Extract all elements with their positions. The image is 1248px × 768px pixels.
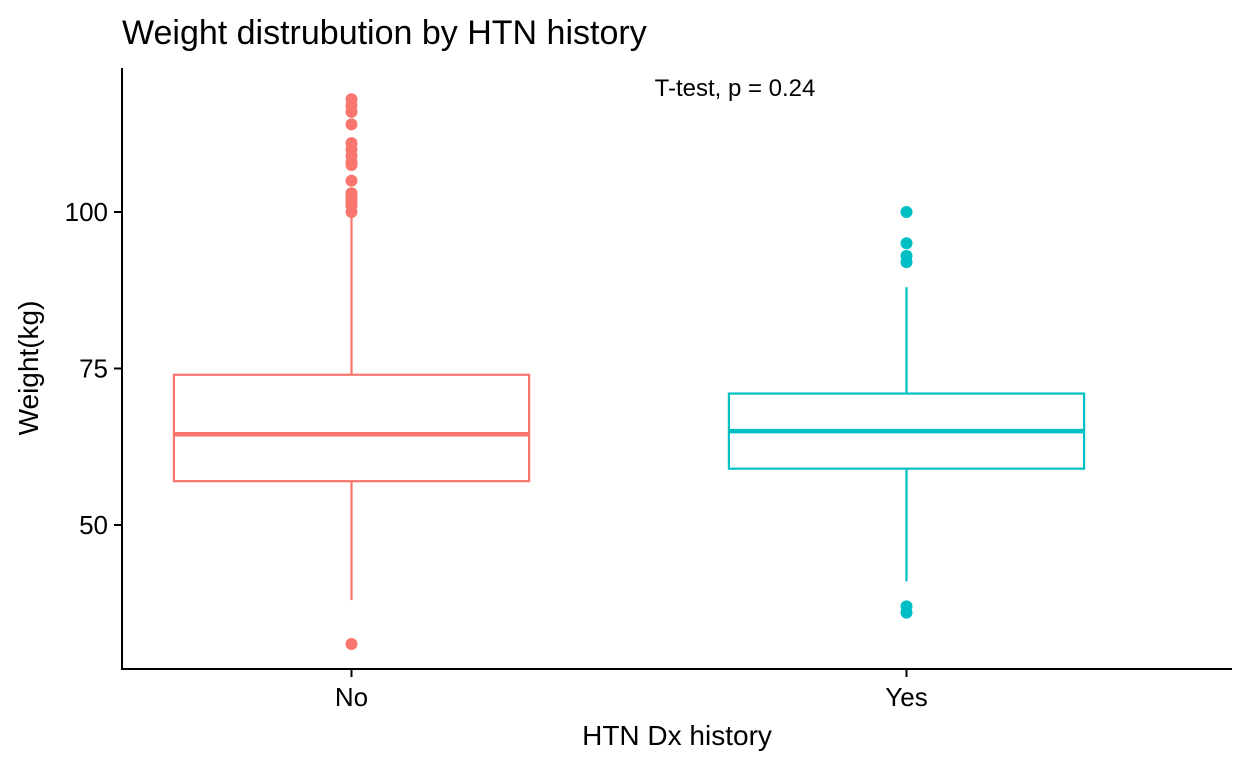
plot-area bbox=[172, 93, 1086, 650]
outlier-point bbox=[345, 93, 358, 106]
box-no bbox=[172, 93, 531, 650]
y-tick-label: 100 bbox=[65, 197, 108, 227]
x-ticks: No Yes bbox=[335, 669, 928, 712]
outlier-point bbox=[345, 137, 358, 150]
x-tick-label: Yes bbox=[885, 682, 927, 712]
outlier-point bbox=[345, 637, 358, 650]
box-yes bbox=[727, 205, 1086, 619]
y-tick-label: 50 bbox=[79, 510, 108, 540]
outlier-point bbox=[900, 600, 913, 613]
outlier-point bbox=[900, 249, 913, 262]
outlier-point bbox=[345, 118, 358, 131]
y-ticks: 50 75 100 bbox=[65, 197, 122, 540]
y-tick-label: 75 bbox=[79, 354, 108, 384]
x-axis-title: HTN Dx history bbox=[582, 720, 772, 751]
test-annotation: T-test, p = 0.24 bbox=[655, 75, 816, 102]
outlier-point bbox=[345, 187, 358, 200]
outlier-point bbox=[345, 174, 358, 187]
y-axis-title: Weight(kg) bbox=[13, 301, 44, 436]
chart-title: Weight distrubution by HTN history bbox=[122, 14, 647, 52]
x-tick-label: No bbox=[335, 682, 368, 712]
box-iqr bbox=[172, 373, 531, 483]
outlier-point bbox=[900, 237, 913, 250]
outlier-point bbox=[900, 205, 913, 218]
